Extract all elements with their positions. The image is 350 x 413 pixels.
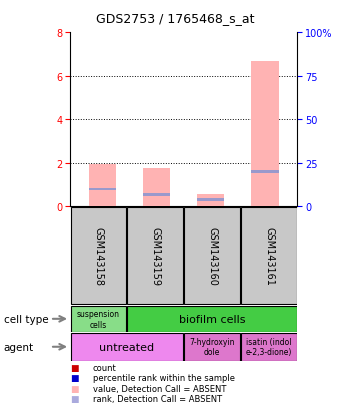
Bar: [241, 333, 297, 361]
Bar: [89, 188, 116, 191]
Text: ■: ■: [70, 394, 78, 403]
Bar: [89, 164, 116, 206]
Bar: [241, 207, 297, 305]
Text: GSM143160: GSM143160: [207, 227, 217, 285]
Text: value, Detection Call = ABSENT: value, Detection Call = ABSENT: [93, 384, 226, 393]
Text: ■: ■: [70, 373, 78, 382]
Bar: [197, 199, 224, 202]
Text: rank, Detection Call = ABSENT: rank, Detection Call = ABSENT: [93, 394, 222, 403]
Text: isatin (indol
e-2,3-dione): isatin (indol e-2,3-dione): [246, 337, 292, 356]
Text: agent: agent: [4, 342, 34, 352]
Text: ■: ■: [70, 384, 78, 393]
Text: 7-hydroxyin
dole: 7-hydroxyin dole: [189, 337, 235, 356]
Text: percentile rank within the sample: percentile rank within the sample: [93, 373, 235, 382]
Text: GSM143161: GSM143161: [264, 227, 274, 285]
Text: ■: ■: [70, 363, 78, 372]
Text: biofilm cells: biofilm cells: [179, 314, 245, 324]
Text: cell type: cell type: [4, 314, 48, 324]
Bar: [184, 333, 240, 361]
Bar: [251, 62, 279, 206]
Text: GSM143158: GSM143158: [93, 227, 104, 285]
Bar: [184, 207, 240, 305]
Bar: [71, 207, 126, 305]
Text: untreated: untreated: [99, 342, 154, 352]
Bar: [127, 306, 297, 332]
Bar: [143, 169, 170, 206]
Bar: [71, 306, 126, 332]
Bar: [71, 333, 183, 361]
Bar: [251, 171, 279, 173]
Bar: [127, 207, 183, 305]
Text: GSM143159: GSM143159: [150, 227, 160, 285]
Text: suspension
cells: suspension cells: [77, 309, 120, 329]
Bar: [143, 193, 170, 196]
Text: GDS2753 / 1765468_s_at: GDS2753 / 1765468_s_at: [96, 12, 254, 25]
Bar: [197, 195, 224, 206]
Text: count: count: [93, 363, 117, 372]
